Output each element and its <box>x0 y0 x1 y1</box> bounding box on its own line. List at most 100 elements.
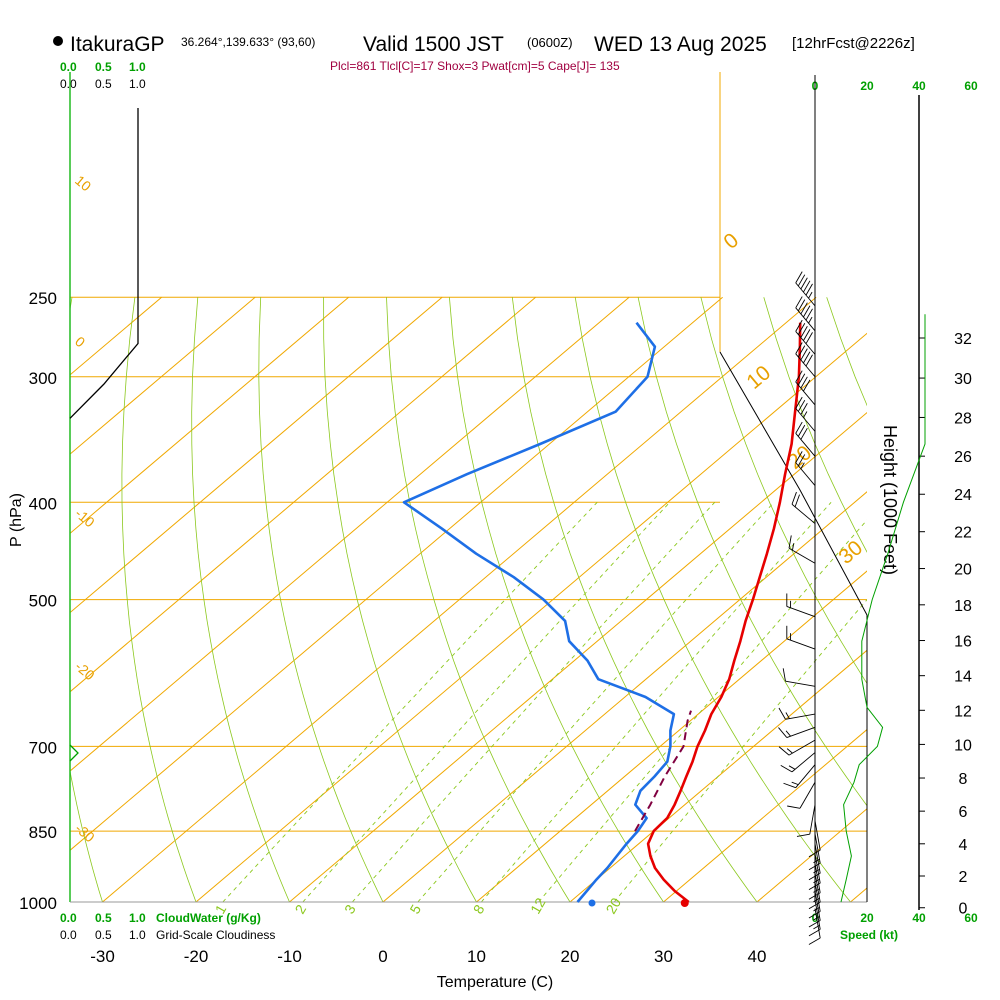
wind-barb <box>778 726 816 738</box>
height-tick-label: 0 <box>959 901 968 918</box>
isotherm-line <box>102 296 817 902</box>
speed-tick-bottom-2: 40 <box>912 911 926 925</box>
wind-barb-flag <box>795 296 803 309</box>
wind-barb-staff <box>814 890 821 921</box>
height-tick-label: 28 <box>954 410 972 427</box>
wind-barb <box>787 782 816 809</box>
wind-barb-half-flag <box>786 748 793 754</box>
isotherm-line <box>70 296 630 772</box>
cloudiness-scale-bottom-0: 0.0 <box>60 928 77 942</box>
wind-barb <box>795 271 816 307</box>
wind-barb-staff <box>814 853 821 884</box>
height-tick-label: 22 <box>954 525 972 542</box>
wind-barb-flag <box>800 348 808 361</box>
wind-barb-flag <box>808 937 821 945</box>
dry-adiabat-line <box>763 297 867 553</box>
dry-adiabat-line <box>449 297 664 902</box>
speed-tick-top-3: 60 <box>964 79 978 93</box>
temperature-tick-label: 20 <box>561 947 580 966</box>
wind-barb-staff <box>814 833 821 864</box>
isotherm-line <box>70 296 349 535</box>
station-bullet-icon <box>53 36 63 46</box>
isotherm-label: -10 <box>72 505 98 530</box>
surface-dewpoint-marker <box>588 899 596 907</box>
parcel-line <box>634 710 692 832</box>
dry-adiabat-line <box>258 297 384 902</box>
cloudwater-legend-label: CloudWater (g/Kg) <box>156 911 261 925</box>
temperature-tick-label: 30 <box>654 947 673 966</box>
wind-barb-flag <box>803 351 811 364</box>
wind-barb-staff <box>788 547 816 564</box>
wind-barb-flag <box>797 345 806 358</box>
isotherm-line <box>70 296 256 455</box>
wind-barb-flag <box>803 305 811 318</box>
wind-barb-flag <box>794 494 800 507</box>
isotherm-label: 10 <box>742 361 775 394</box>
wind-barb <box>795 319 816 355</box>
frame-layer <box>69 72 920 910</box>
temperature-tick-label: 10 <box>467 947 486 966</box>
dry-adiabat-line <box>890 297 1000 923</box>
cloudwater-scale-top-0: 0.0 <box>60 60 77 74</box>
mixing-ratio-label: 12 <box>527 895 549 917</box>
wind-barb-staff <box>814 908 821 939</box>
forecast-label: [12hrFcst@2226z] <box>792 35 915 52</box>
dry-adiabat-line <box>826 297 867 407</box>
wind-barb-staff <box>814 899 821 930</box>
cloudiness-scale-top-2: 1.0 <box>129 77 146 91</box>
height-tick-label: 8 <box>959 771 968 788</box>
wind-barb-flag <box>797 322 806 335</box>
wind-barb-flag <box>808 928 821 937</box>
indices-line: Plcl=861 Tlcl[C]=17 Shox=3 Pwat[cm]=5 Ca… <box>330 59 620 73</box>
height-tick-label: 12 <box>954 703 972 720</box>
wind-barb-half-flag <box>785 712 790 719</box>
pressure-tick-label: 250 <box>29 289 57 308</box>
mixing-ratio-label: 2 <box>291 902 309 917</box>
isotherm-line <box>663 728 867 902</box>
wind-barb-staff <box>788 739 816 756</box>
wind-barb-staff <box>809 804 816 835</box>
mixing-ratio-line <box>538 519 867 902</box>
dewpoint-line <box>402 321 676 903</box>
wind-barb-flag <box>788 535 792 549</box>
wind-barb <box>778 707 816 720</box>
cloudiness-line <box>69 108 139 419</box>
mixing-ratio-line <box>417 501 775 902</box>
wind-barb-flag <box>805 332 813 344</box>
mixing-ratio-label: 20 <box>602 895 624 917</box>
wind-barb-flag <box>797 454 806 466</box>
cloudwater-scale-top-2: 1.0 <box>129 60 146 74</box>
wind-barb-staff <box>795 282 816 307</box>
wind-barb-flag <box>780 764 793 773</box>
wind-barb <box>780 752 816 773</box>
wind-barb-half-flag <box>800 462 805 469</box>
lcl-marker-icon <box>69 744 79 762</box>
height-tick-label: 10 <box>954 737 972 754</box>
dry-adiabat-line <box>323 297 477 902</box>
cloudwater-scale-bottom-0: 0.0 <box>60 911 77 925</box>
wind-barb <box>795 370 816 406</box>
wind-barb-flag <box>791 491 797 505</box>
cloudiness-scale-top-1: 0.5 <box>95 77 112 91</box>
wind-barb-flag <box>796 833 810 837</box>
wind-barb-staff <box>795 381 816 406</box>
temperature-tick-label: 40 <box>748 947 767 966</box>
isotherm-line <box>70 296 723 851</box>
y-axis-title: P (hPa) <box>8 493 25 547</box>
wind-barb <box>791 491 816 524</box>
isotherm-line <box>289 411 867 902</box>
wind-barb-half-flag <box>803 411 808 418</box>
wind-barb-staff <box>814 872 821 903</box>
speed-scale-bottom: 0 20 40 60 Speed (kt) <box>812 911 978 942</box>
wind-barb-flag <box>778 707 786 720</box>
height-tick-label: 16 <box>954 634 972 651</box>
wind-barb-flag <box>800 277 808 290</box>
wind-barb-flag <box>795 370 803 383</box>
height-tick-label: 24 <box>954 487 972 504</box>
mixing-ratio-label: 5 <box>406 902 424 917</box>
wind-barb-flag <box>805 283 813 296</box>
height-tick-label: 30 <box>954 371 972 388</box>
wind-barb-flag <box>783 782 796 789</box>
speed-tick-top-1: 20 <box>860 79 874 93</box>
wind-barb-staff <box>814 820 821 851</box>
